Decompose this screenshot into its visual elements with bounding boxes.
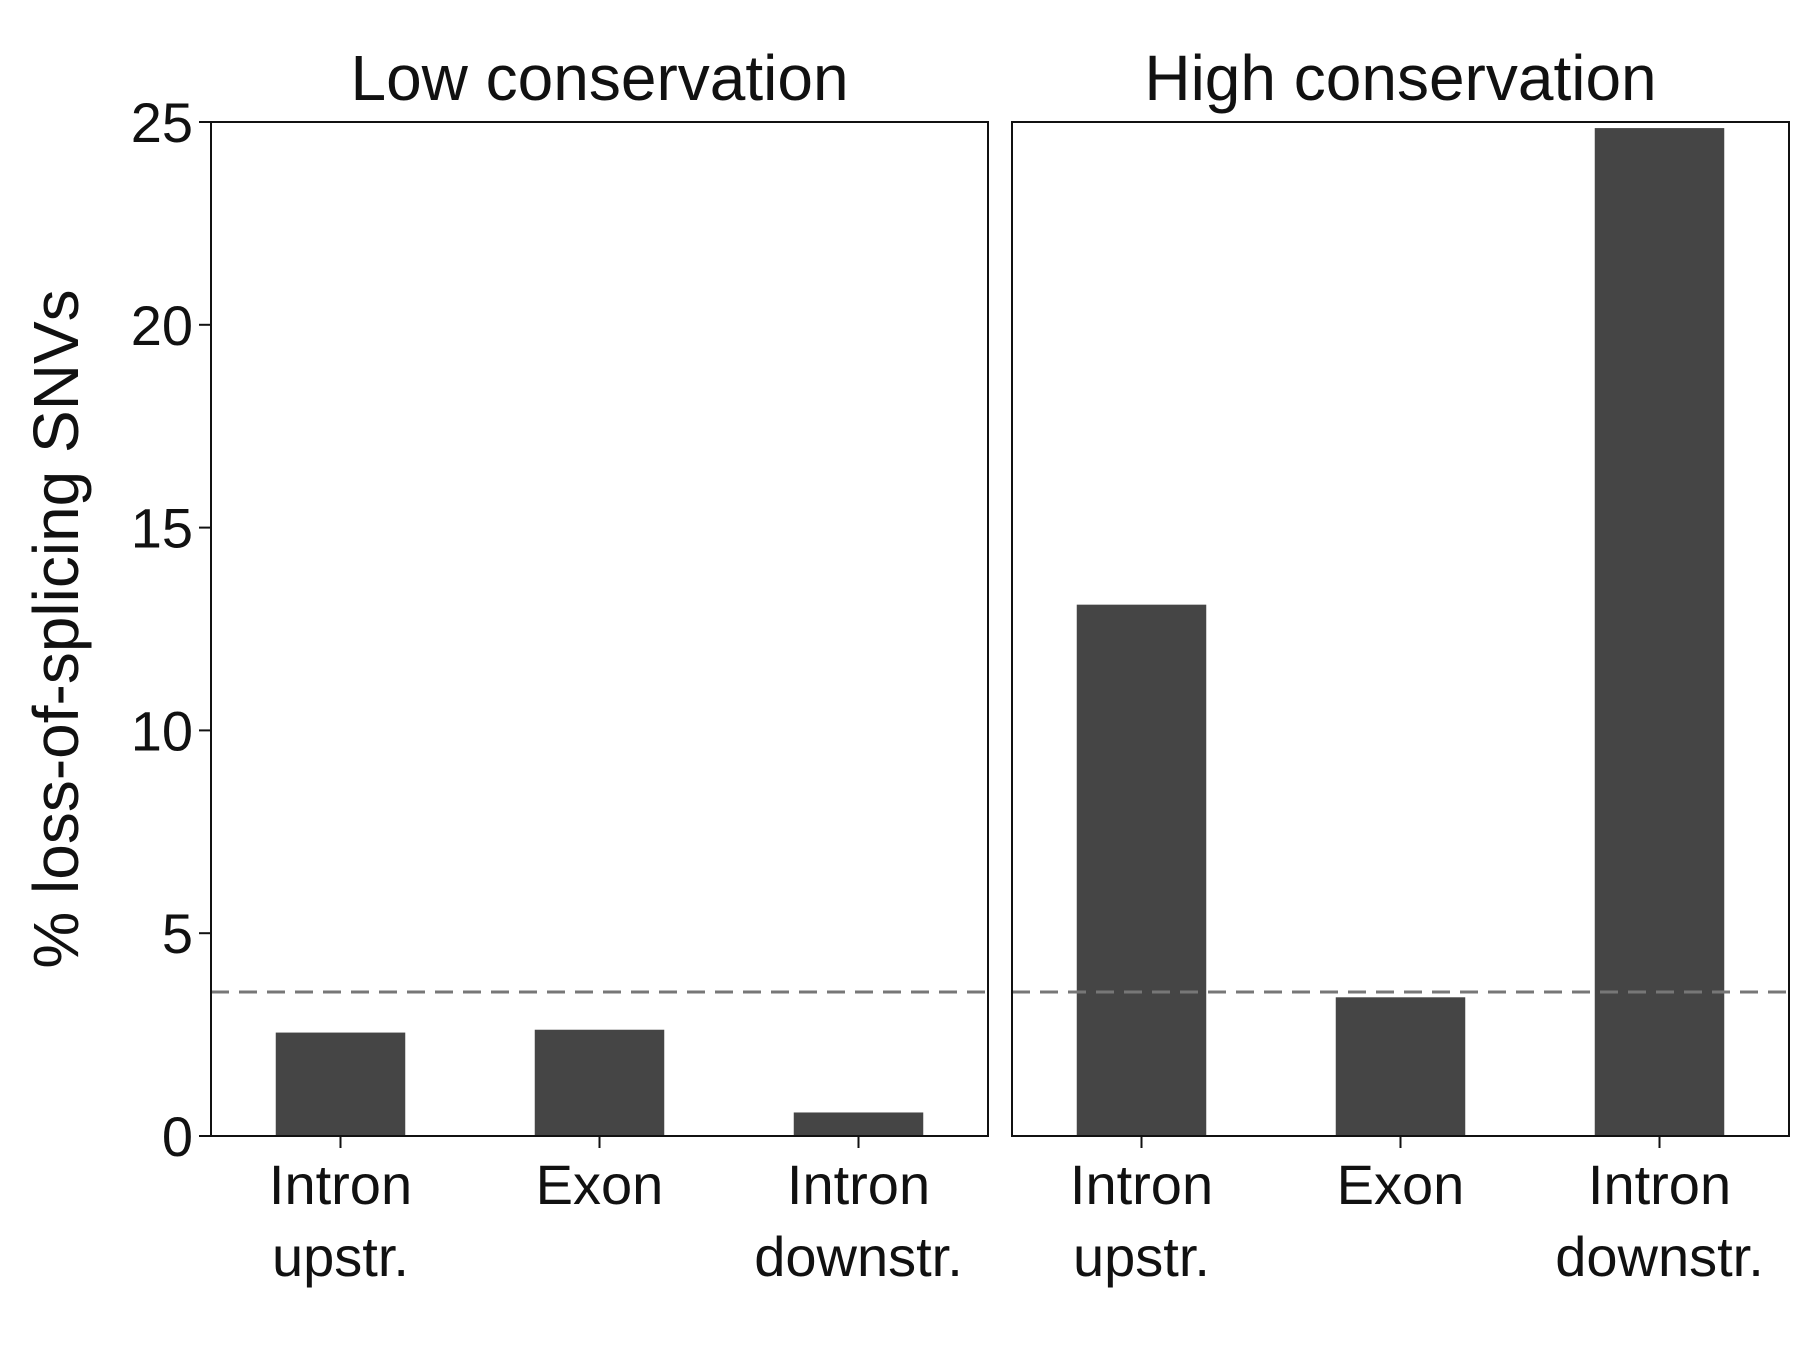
y-tick-label: 10 [131,699,193,762]
panel-title: Low conservation [350,42,848,114]
x-tick-label-line: Exon [1337,1153,1465,1216]
panel-low-conservation: Low conservation Intron upstr. Exon Intron do… [210,42,989,1288]
y-axis: 0 5 10 15 20 25 [131,91,211,1168]
x-tick-label-line: upstr. [1073,1225,1210,1288]
bar [793,1112,924,1136]
bar [1076,604,1207,1136]
x-tick-label: Exon [1337,1153,1465,1216]
x-tick-label: Intron upstr. [1070,1153,1213,1288]
x-tick-label-line: downstr. [754,1225,963,1288]
bar [1594,128,1725,1137]
bar [275,1032,406,1136]
panel-high-conservation: High conservation Intron upstr. Exon Intron d… [1011,42,1790,1288]
panel-frame [210,121,989,1137]
y-axis-title: % loss-of-splicing SNVs [20,289,92,968]
x-tick-label-line: Intron [787,1153,930,1216]
y-tick-label: 5 [162,902,193,965]
y-tick-label: 15 [131,497,193,560]
x-tick-label: Exon [536,1153,664,1216]
x-tick-label-line: upstr. [272,1225,409,1288]
x-tick-label: Intron downstr. [754,1153,963,1288]
x-tick-label-line: Intron [1588,1153,1731,1216]
y-tick-label: 20 [131,294,193,357]
x-tick-label-line: downstr. [1555,1225,1764,1288]
panel-title: High conservation [1144,42,1656,114]
y-tick-label: 0 [162,1105,193,1168]
x-tick-label: Intron upstr. [269,1153,412,1288]
bar [1335,997,1466,1136]
x-tick-label-line: Exon [536,1153,664,1216]
x-tick-label: Intron downstr. [1555,1153,1764,1288]
bar [534,1029,665,1136]
x-tick-label-line: Intron [269,1153,412,1216]
x-tick-label-line: Intron [1070,1153,1213,1216]
panels: Low conservation Intron upstr. Exon Intron do… [210,42,1790,1288]
y-tick-label: 25 [131,91,193,154]
